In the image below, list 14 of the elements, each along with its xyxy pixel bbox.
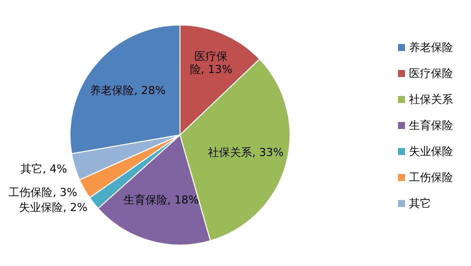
data-label: 社保关系, 33% [208, 146, 284, 159]
data-label: 养老保险, 28% [90, 84, 166, 98]
data-label: 工伤保险, 3% [8, 186, 78, 199]
data-label: 其它, 4% [20, 162, 68, 176]
data-label: 失业保险, 2% [18, 201, 88, 214]
legend-label: 养老保险 [409, 41, 453, 54]
legend-label: 社保关系 [409, 93, 453, 106]
legend-label: 工伤保险 [409, 171, 453, 184]
legend-label: 其它 [409, 197, 431, 210]
legend-label: 失业保险 [409, 145, 453, 158]
legend-label: 医疗保险 [409, 67, 453, 80]
data-label: 医疗保险, 13% [190, 50, 232, 76]
legend-label: 生育保险 [409, 119, 453, 132]
data-label: 生育保险, 18% [123, 194, 199, 207]
